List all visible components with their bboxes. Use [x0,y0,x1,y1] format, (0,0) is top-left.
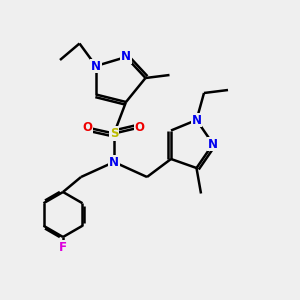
Text: O: O [82,121,92,134]
Text: N: N [121,50,131,64]
Text: F: F [59,241,67,254]
Text: N: N [91,59,101,73]
Text: N: N [109,155,119,169]
Text: S: S [110,127,118,140]
Text: O: O [134,121,145,134]
Text: N: N [208,137,218,151]
Text: N: N [191,113,202,127]
